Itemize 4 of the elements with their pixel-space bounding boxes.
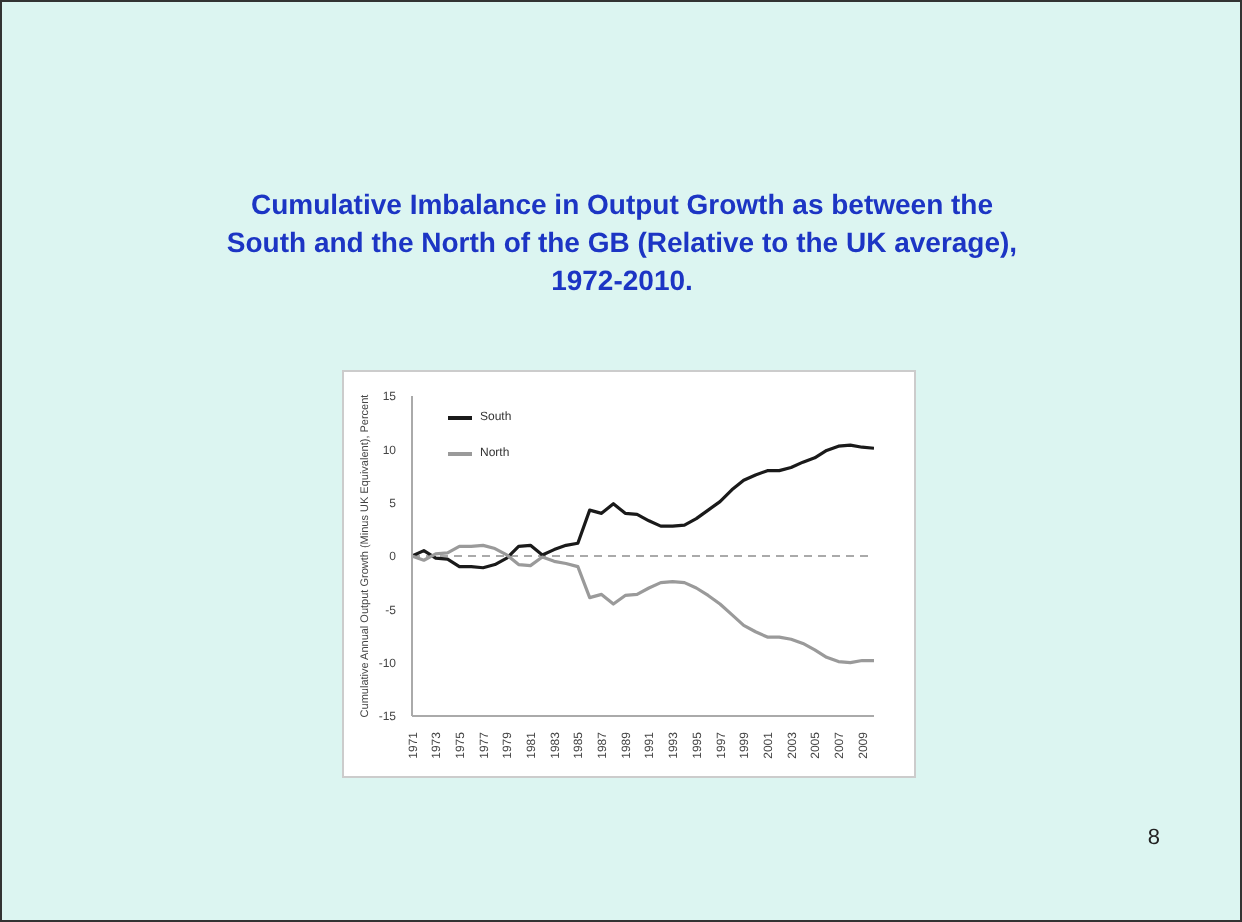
line-series (412, 543, 874, 665)
line-series (412, 443, 874, 570)
text: 8 (1147, 826, 1160, 850)
chart-title: Cumulative Imbalance in Output Growth as between the South and the North of the GB (Relative to the UK average), 1972-2010. (224, 186, 1020, 300)
